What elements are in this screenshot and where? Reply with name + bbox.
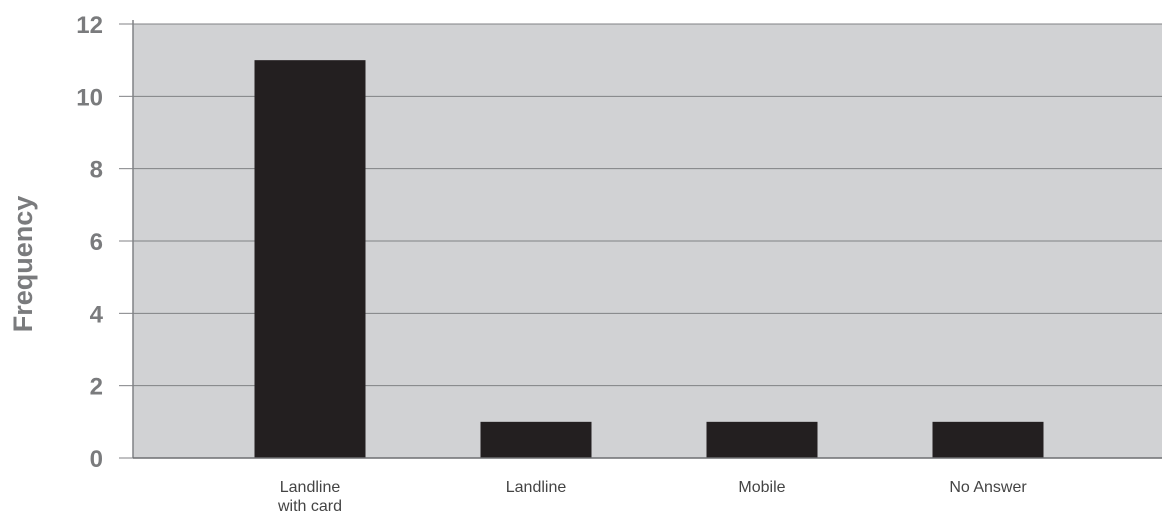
y-tick-label: 12: [76, 12, 103, 39]
bar: [254, 60, 366, 459]
x-tick-labels: Landline with card Landline Mobile No Answer: [277, 479, 1027, 515]
x-tick-label-line: Mobile: [738, 479, 785, 496]
y-tick-label: 8: [90, 157, 103, 184]
x-tick-label: Landline: [506, 479, 567, 496]
x-tick-label-line: with card: [277, 498, 342, 515]
y-tick-label: 4: [90, 301, 104, 328]
x-tick-label: Mobile: [738, 479, 785, 496]
y-tick-label: 10: [76, 84, 103, 111]
y-tick-labels: 0 2 4 6 8 10 12: [76, 12, 103, 473]
axes: [119, 20, 1162, 459]
y-axis-label: Frequency: [8, 196, 38, 333]
x-tick-label: Landline with card: [277, 479, 342, 515]
x-tick-label-line: No Answer: [949, 479, 1027, 496]
bar: [932, 421, 1044, 458]
y-tick-label: 0: [90, 446, 103, 473]
x-tick-label-line: Landline: [280, 479, 341, 496]
x-tick-label-line: Landline: [506, 479, 567, 496]
bar: [480, 421, 592, 458]
y-tick-label: 2: [90, 374, 103, 401]
bars: [254, 60, 1044, 459]
bar: [706, 421, 818, 458]
x-tick-label: No Answer: [949, 479, 1027, 496]
y-tick-label: 6: [90, 229, 103, 256]
